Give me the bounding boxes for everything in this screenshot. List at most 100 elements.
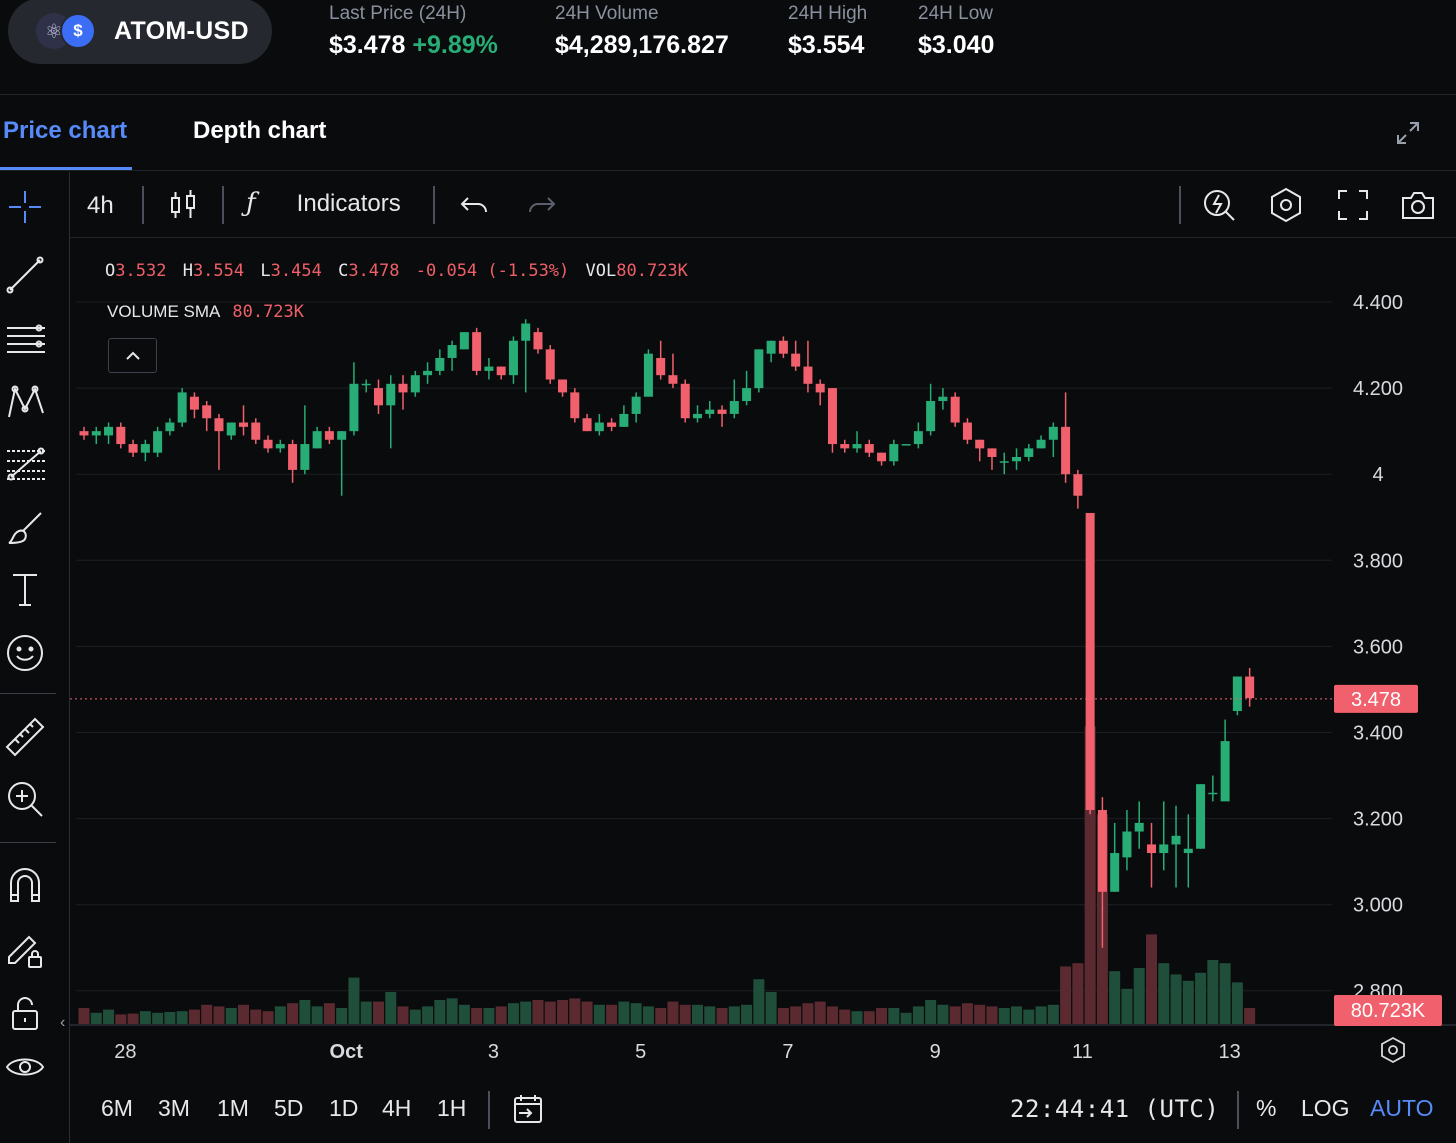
range-6m[interactable]: 6M [101, 1095, 133, 1121]
y-tick-label: 3.000 [1353, 895, 1403, 917]
magnet-icon[interactable] [2, 862, 48, 908]
candle-body [226, 422, 236, 436]
candle-body [1122, 831, 1132, 858]
indicators-label: Indicators [296, 190, 401, 217]
candle-body [435, 357, 445, 371]
stat-label: Last Price (24H) [329, 3, 467, 24]
volume-bar [127, 1013, 139, 1024]
volume-bar [176, 1011, 188, 1024]
candle-body [1232, 676, 1242, 711]
collapse-toolbar-icon[interactable]: ‹ [60, 1014, 66, 1031]
candle-body [521, 323, 531, 341]
auto-scale-toggle[interactable]: AUTO [1370, 1095, 1434, 1121]
candle-body [803, 366, 813, 384]
unlock-icon[interactable] [2, 990, 48, 1036]
candle-body [877, 452, 887, 462]
range-1d[interactable]: 1D [329, 1095, 359, 1121]
x-tick-label: 11 [1072, 1041, 1093, 1063]
volume-bar [250, 1009, 262, 1024]
stat-volume: 24H Volume $4,289,176.827 [555, 3, 729, 60]
undo-icon[interactable] [456, 186, 494, 231]
candle-body [1061, 426, 1071, 475]
fib-retracement-icon[interactable] [2, 440, 48, 486]
candle-body [533, 332, 543, 350]
candle-body [582, 418, 592, 432]
candle-type-icon[interactable] [164, 186, 202, 231]
volume-bar [1207, 960, 1219, 1024]
percent-scale-toggle[interactable]: % [1256, 1095, 1277, 1121]
volume-bar [642, 1006, 654, 1024]
volume-bar [103, 1009, 115, 1024]
volume-bar [225, 1008, 237, 1024]
volume-bar [974, 1004, 986, 1024]
ruler-icon[interactable] [2, 714, 48, 760]
eye-icon[interactable] [2, 1044, 48, 1090]
tab-depth-chart[interactable]: Depth chart [193, 117, 327, 144]
expand-icon[interactable] [1394, 119, 1422, 147]
stat-value: $3.554 [788, 31, 865, 59]
redo-icon[interactable] [522, 186, 560, 231]
x-tick-label: 9 [930, 1041, 941, 1063]
candle-body [214, 418, 224, 432]
emoji-icon[interactable] [2, 630, 48, 676]
indicators-button[interactable]: ƒ Indicators [246, 188, 401, 218]
pattern-icon[interactable] [2, 378, 48, 424]
fx-icon: ƒ [246, 188, 256, 218]
range-1m[interactable]: 1M [217, 1095, 249, 1121]
volume-bar [139, 1011, 151, 1024]
range-4h[interactable]: 4H [382, 1095, 412, 1121]
volume-bar [544, 1001, 556, 1024]
trend-line-icon[interactable] [2, 252, 48, 298]
volume-bar [164, 1012, 176, 1024]
camera-icon[interactable] [1399, 186, 1437, 231]
candle-body [189, 396, 199, 410]
candle-body [570, 392, 580, 419]
price-chart[interactable]: 4.400 4.200 4 3.800 3.600 3.400 3.200 3.000 2.80… [70, 239, 1456, 1143]
volume-bar [839, 1009, 851, 1024]
volume-bar [1121, 988, 1133, 1024]
open-value: 3.532 [115, 261, 167, 281]
utc-clock[interactable]: 22:44:41 (UTC) [1010, 1095, 1220, 1123]
crosshair-icon[interactable] [2, 184, 48, 230]
range-3m[interactable]: 3M [158, 1095, 190, 1121]
collapse-legend-button[interactable] [108, 338, 157, 373]
zoom-in-icon[interactable] [2, 776, 48, 822]
volume-bar [765, 992, 777, 1024]
volume-bar [1060, 966, 1072, 1024]
volume-bar [1011, 1006, 1023, 1024]
volume-bar [569, 998, 581, 1024]
pair-selector[interactable]: ⚛ $ ATOM-USD [8, 0, 272, 64]
interval-selector[interactable]: 4h [87, 192, 114, 219]
candle-body [962, 422, 972, 440]
fullscreen-icon[interactable] [1334, 186, 1372, 231]
lock-drawing-icon[interactable] [2, 926, 48, 972]
volume-bar [507, 1003, 519, 1024]
range-5d[interactable]: 5D [274, 1095, 304, 1121]
drawing-toolbar: ‹ [0, 172, 70, 1143]
volume-bar [262, 1011, 274, 1024]
volume-sma-label: VOLUME SMA [107, 302, 221, 321]
quick-search-icon[interactable] [1200, 186, 1238, 231]
stat-last-price: Last Price (24H) $3.478 +9.89% [329, 3, 498, 60]
candlestick-chart[interactable]: 4.4004.20043.8003.6003.4003.2003.0002.80… [70, 239, 1456, 1075]
goto-date-icon[interactable] [510, 1091, 546, 1132]
log-scale-toggle[interactable]: LOG [1301, 1095, 1350, 1121]
text-icon[interactable] [2, 566, 48, 612]
volume-bar [925, 1000, 937, 1024]
toolbar-divider [433, 186, 435, 224]
volume-bar [814, 1001, 826, 1024]
volume-bar [348, 977, 360, 1024]
tab-price-chart[interactable]: Price chart [3, 117, 128, 144]
horizontal-lines-icon[interactable] [2, 315, 48, 361]
candle-body [1196, 784, 1206, 849]
volume-bar [360, 1001, 372, 1024]
settings-icon[interactable] [1267, 186, 1305, 231]
volume-bar [655, 1008, 667, 1024]
low-value: 3.454 [270, 261, 322, 281]
candle-body [300, 444, 310, 470]
candle-body [705, 409, 715, 414]
toolbar-divider [1179, 186, 1181, 224]
range-1h[interactable]: 1H [437, 1095, 467, 1121]
last-price-value: $3.478 [329, 31, 406, 59]
brush-icon[interactable] [2, 504, 48, 550]
